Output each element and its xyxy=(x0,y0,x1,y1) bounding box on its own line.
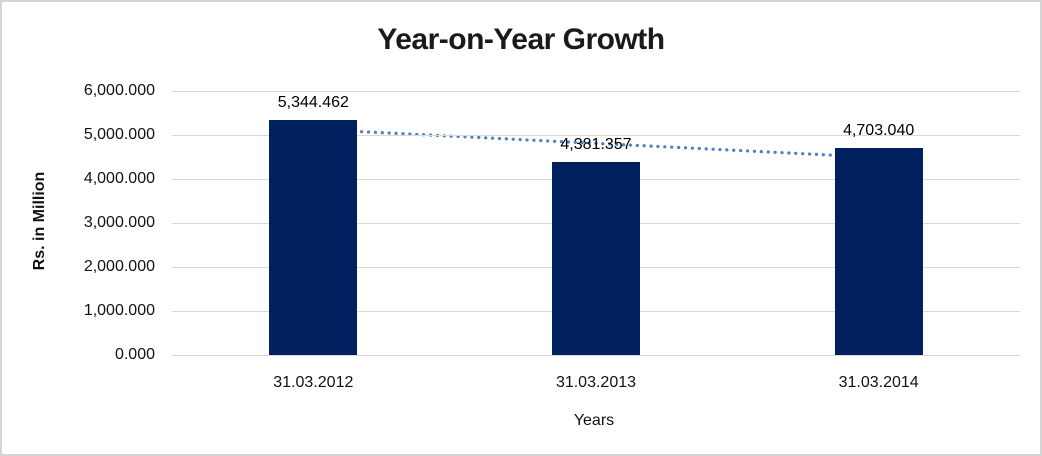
y-tick-label: 2,000.000 xyxy=(83,258,155,275)
y-tick-label: 5,000.000 xyxy=(83,126,155,143)
gridline xyxy=(172,90,1020,92)
bar-value-label: 5,344.462 xyxy=(277,93,349,111)
bar-value-label: 4,703.040 xyxy=(843,122,915,140)
bar-value-label: 4,381.357 xyxy=(560,136,632,154)
y-tick-label: 6,000.000 xyxy=(83,82,155,99)
x-tick-label: 31.03.2012 xyxy=(273,374,354,391)
bar xyxy=(269,119,358,355)
x-axis-title: Years xyxy=(573,412,615,429)
x-tick-label: 31.03.2014 xyxy=(838,374,919,391)
bar xyxy=(552,162,640,355)
y-tick-label: 4,000.000 xyxy=(83,170,155,187)
gridline xyxy=(172,354,1020,356)
gridline xyxy=(172,134,1020,136)
y-tick-label: 1,000.000 xyxy=(83,302,155,319)
y-tick-label: 0.000 xyxy=(114,346,155,363)
x-tick-label: 31.03.2013 xyxy=(555,374,637,391)
bar xyxy=(834,148,923,355)
y-tick-label: 3,000.000 xyxy=(83,214,155,231)
chart-title: Year-on-Year Growth xyxy=(377,23,665,56)
